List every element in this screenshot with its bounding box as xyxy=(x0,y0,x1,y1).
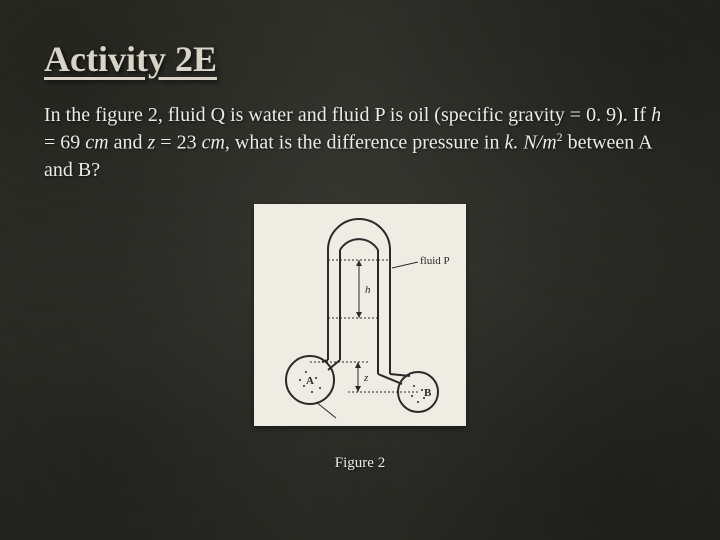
mid2: , what is the difference pressure in xyxy=(225,132,505,154)
figure-caption: Figure 2 xyxy=(44,455,676,472)
activity-title: Activity 2E xyxy=(44,38,676,80)
svg-text:h: h xyxy=(365,284,371,296)
problem-text: In the figure 2, fluid Q is water and fl… xyxy=(44,102,664,184)
h-unit: cm xyxy=(85,132,108,154)
h-eq: = 69 xyxy=(44,132,85,154)
svg-text:fluid Q: fluid Q xyxy=(328,419,360,420)
svg-text:z: z xyxy=(363,372,369,384)
manometer-figure: h A Bz fluid P fluid Q xyxy=(254,204,466,426)
slide: Activity 2E In the figure 2, fluid Q is … xyxy=(0,0,720,540)
z-unit: cm xyxy=(202,132,225,154)
svg-text:B: B xyxy=(424,387,432,399)
manometer-diagram: h A Bz fluid P fluid Q xyxy=(264,210,456,420)
kn: k. N/m xyxy=(504,132,556,154)
figure-container: h A Bz fluid P fluid Q Figure 2 xyxy=(44,204,676,472)
svg-text:A: A xyxy=(306,375,314,387)
problem-prefix: In the figure 2, fluid Q is water and fl… xyxy=(44,104,651,126)
z-eq: = 23 xyxy=(155,132,201,154)
svg-text:fluid P: fluid P xyxy=(420,255,450,267)
var-h: h xyxy=(651,104,661,126)
mid1: and xyxy=(109,132,148,154)
